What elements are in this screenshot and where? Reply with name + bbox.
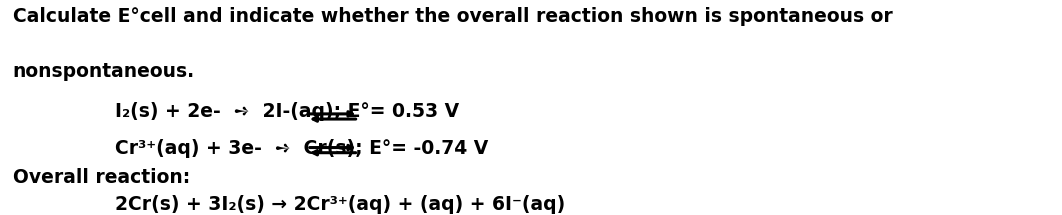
Text: Overall reaction:: Overall reaction: <box>13 168 190 187</box>
Text: Cr³⁺(aq) + 3e-  ➺  Cr(s); E°= -0.74 V: Cr³⁺(aq) + 3e- ➺ Cr(s); E°= -0.74 V <box>115 139 489 158</box>
Text: nonspontaneous.: nonspontaneous. <box>13 62 194 81</box>
Text: I₂(s) + 2e-  ➺  2I-(aq); E°= 0.53 V: I₂(s) + 2e- ➺ 2I-(aq); E°= 0.53 V <box>115 102 459 121</box>
Text: 2Cr(s) + 3I₂(s) → 2Cr³⁺(aq) + (aq) + 6I⁻(aq): 2Cr(s) + 3I₂(s) → 2Cr³⁺(aq) + (aq) + 6I⁻… <box>115 195 565 214</box>
Text: Calculate E°cell and indicate whether the overall reaction shown is spontaneous : Calculate E°cell and indicate whether th… <box>13 7 892 26</box>
